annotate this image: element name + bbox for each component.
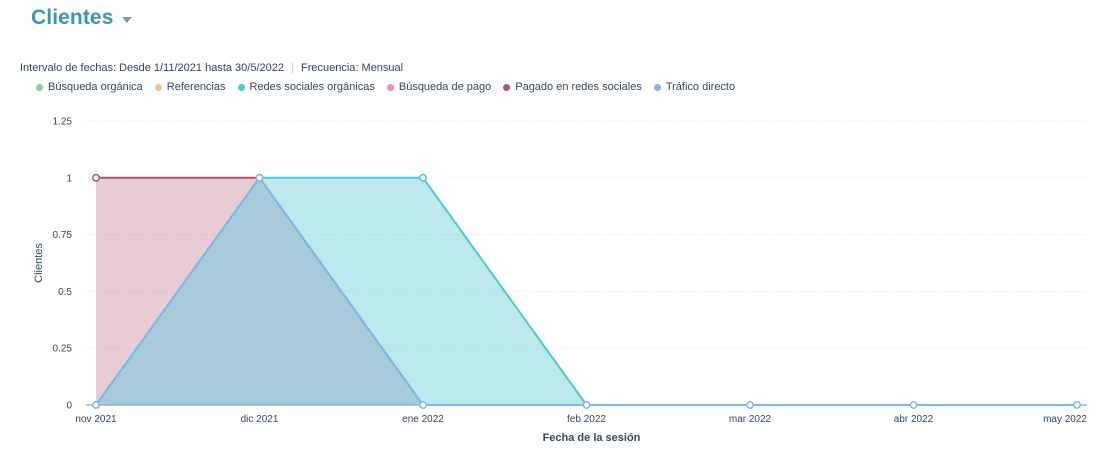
report-meta: Intervalo de fechas: Desde 1/11/2021 has…: [20, 62, 403, 74]
legend-label: Búsqueda orgánica: [48, 81, 143, 93]
legend-item[interactable]: Búsqueda de pago: [386, 81, 492, 93]
data-point: [582, 401, 591, 409]
data-point: [92, 401, 100, 409]
y-tick-label: 0.75: [53, 230, 73, 241]
legend-label: Pagado en redes sociales: [515, 81, 642, 93]
series-area: [96, 177, 1077, 405]
x-tick-label: feb 2022: [567, 414, 606, 425]
chart-legend: Búsqueda orgánica Referencias Redes social…: [36, 81, 735, 93]
legend-label: Tráfico directo: [665, 81, 736, 93]
y-tick-label: 0: [66, 401, 72, 412]
data-point: [746, 401, 754, 409]
data-point: [92, 173, 100, 182]
legend-label: Redes sociales orgánicas: [249, 81, 375, 93]
report-title-row[interactable]: Clientes: [31, 6, 132, 30]
data-point: [1073, 401, 1081, 409]
frequency-text: Frecuencia: Mensual: [301, 62, 404, 74]
legend-label: Búsqueda de pago: [398, 81, 492, 93]
data-point: [255, 173, 264, 182]
series-area: [96, 177, 1077, 405]
data-point: [909, 401, 918, 409]
legend-dot-icon: [36, 83, 43, 91]
legend-dot-icon: [237, 83, 245, 91]
series-area: [96, 177, 1077, 405]
legend-item[interactable]: Pagado en redes sociales: [503, 81, 642, 93]
legend-item[interactable]: Referencias: [154, 81, 226, 93]
x-tick-label: may 2022: [1043, 414, 1087, 425]
y-axis-title: Clientes: [33, 243, 45, 283]
legend-dot-icon: [503, 83, 511, 91]
y-tick-label: 0.5: [58, 287, 72, 298]
x-tick-label: dic 2021: [241, 414, 279, 425]
legend-label: Referencias: [166, 81, 226, 93]
report-title[interactable]: Clientes: [31, 6, 114, 29]
x-axis-title: Fecha de la sesión: [543, 432, 641, 444]
legend-dot-icon: [653, 83, 661, 91]
data-point: [419, 173, 427, 182]
legend-item[interactable]: Redes sociales orgánicas: [237, 81, 375, 93]
legend-item[interactable]: Búsqueda orgánica: [36, 81, 143, 93]
legend-dot-icon: [154, 83, 162, 91]
legend-dot-icon: [386, 83, 394, 91]
y-tick-label: 1.25: [53, 117, 73, 128]
meta-divider: [292, 62, 293, 74]
data-point: [419, 401, 427, 409]
y-tick-label: 1: [66, 173, 72, 184]
x-tick-label: abr 2022: [894, 414, 934, 425]
chevron-down-icon[interactable]: [121, 17, 132, 23]
legend-item[interactable]: Tráfico directo: [653, 81, 736, 93]
date-range-text: Intervalo de fechas: Desde 1/11/2021 has…: [20, 62, 284, 74]
y-tick-label: 0.25: [53, 344, 73, 355]
x-tick-label: ene 2022: [402, 414, 444, 425]
x-tick-label: nov 2021: [75, 414, 117, 425]
x-tick-label: mar 2022: [729, 414, 772, 425]
